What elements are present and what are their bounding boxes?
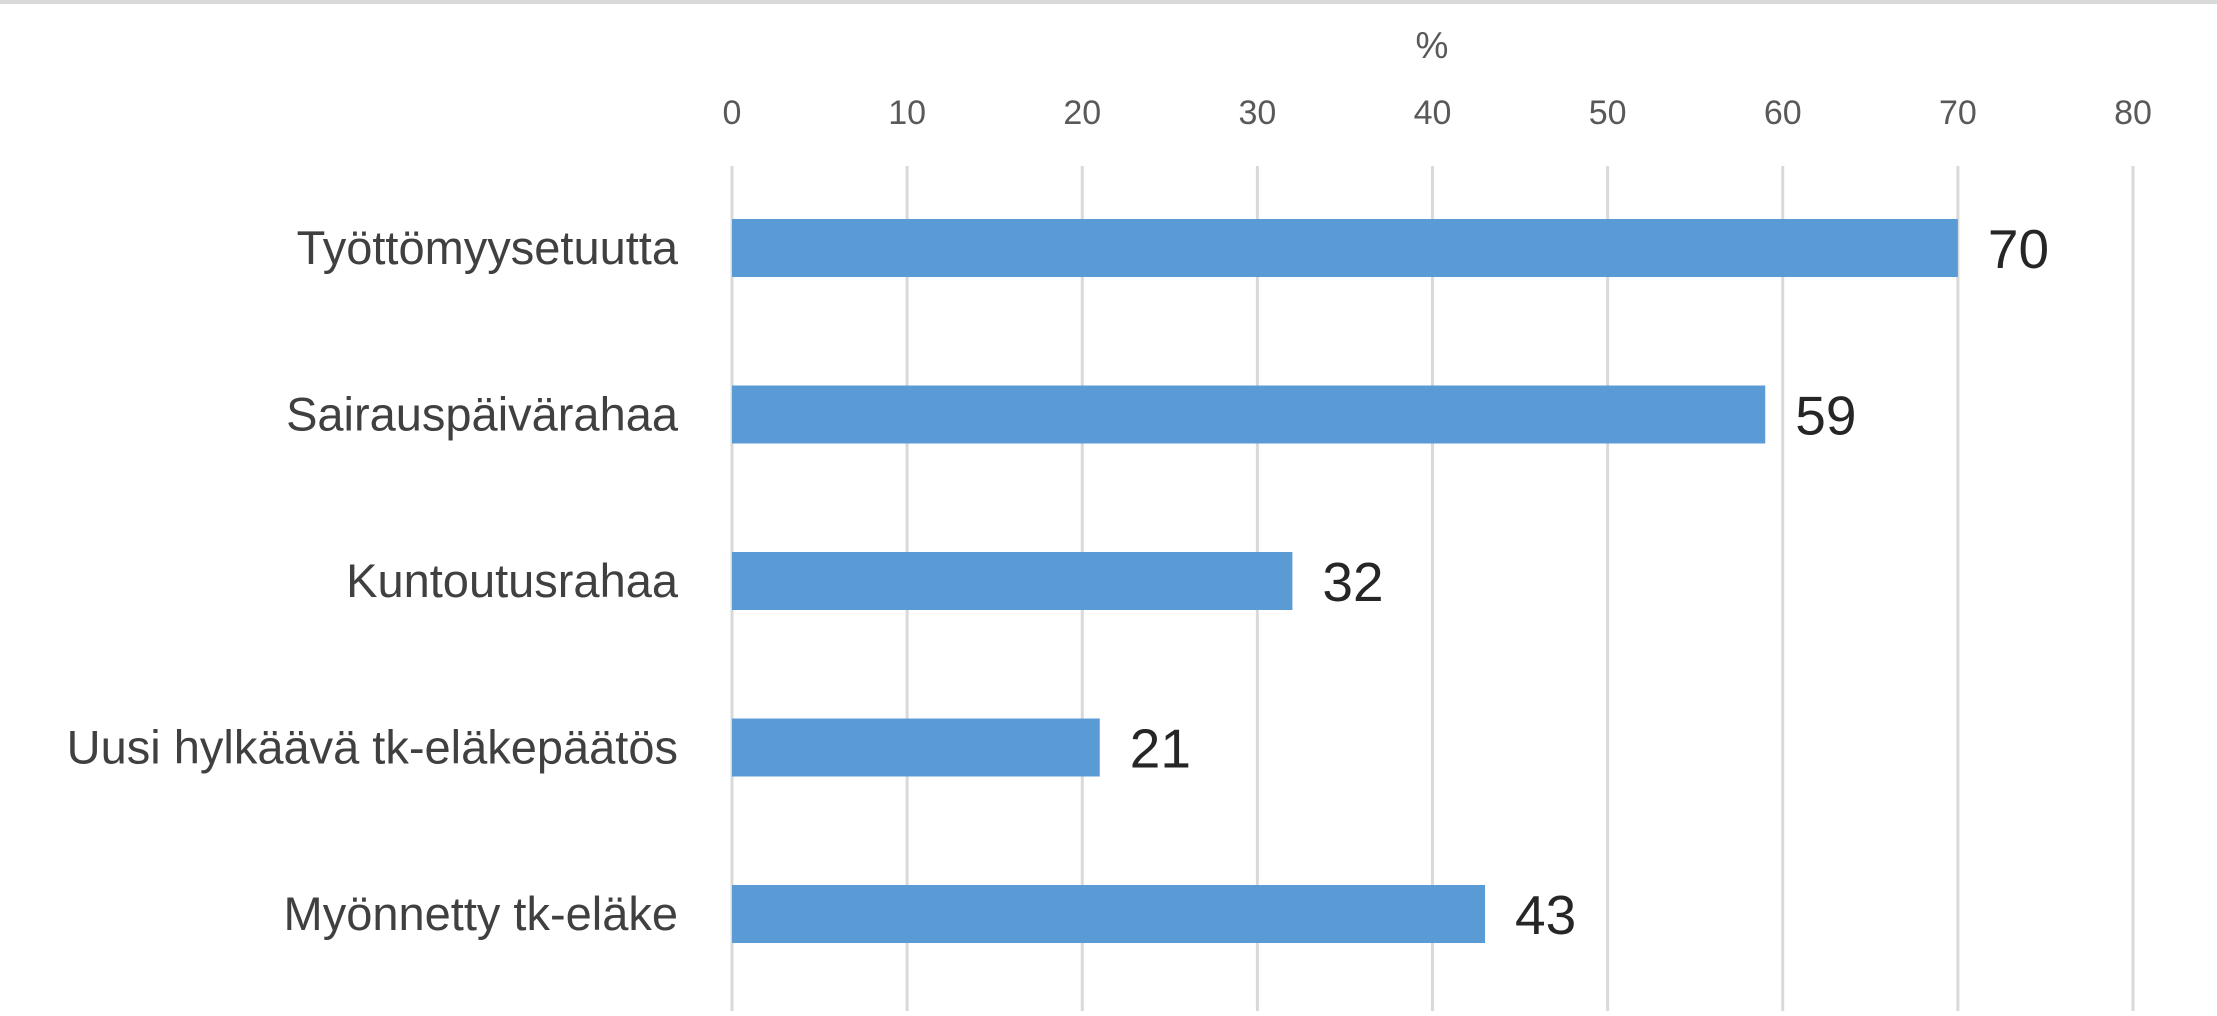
category-label: Työttömyysetuutta <box>297 221 679 274</box>
bar <box>732 219 1958 277</box>
x-tick-label: 70 <box>1939 94 1977 132</box>
x-tick-label: 30 <box>1238 94 1276 132</box>
bar <box>732 552 1293 610</box>
x-tick-label: 50 <box>1589 94 1627 132</box>
x-tick-label: 60 <box>1764 94 1802 132</box>
gridlines <box>730 166 2135 1011</box>
data-label: 59 <box>1795 385 1856 447</box>
category-label: Myönnetty tk-eläke <box>284 887 678 940</box>
data-label: 21 <box>1130 718 1191 780</box>
data-label: 70 <box>1988 218 2049 280</box>
x-tick-label: 10 <box>888 94 926 132</box>
x-axis-ticks: 0 10 20 30 40 50 60 70 80 <box>723 94 2152 132</box>
x-axis-title: % <box>1416 25 1449 66</box>
category-label: Sairauspäivärahaa <box>286 388 679 441</box>
category-label: Kuntoutusrahaa <box>346 554 679 607</box>
data-labels: 70 59 32 21 43 <box>1130 218 2049 946</box>
data-label: 43 <box>1515 884 1576 946</box>
x-tick-label: 20 <box>1063 94 1101 132</box>
x-tick-label: 0 <box>723 94 742 132</box>
bars <box>732 219 1958 943</box>
x-tick-label: 40 <box>1414 94 1452 132</box>
chart-top-border <box>0 0 2217 4</box>
bar <box>732 885 1486 943</box>
x-tick-label: 80 <box>2114 94 2152 132</box>
bar <box>732 718 1100 777</box>
category-labels: Työttömyysetuutta Sairauspäivärahaa Kuntou… <box>67 221 679 940</box>
bar <box>732 385 1766 444</box>
data-label: 32 <box>1322 551 1383 613</box>
category-label: Uusi hylkäävä tk-eläkepäätös <box>67 721 678 774</box>
